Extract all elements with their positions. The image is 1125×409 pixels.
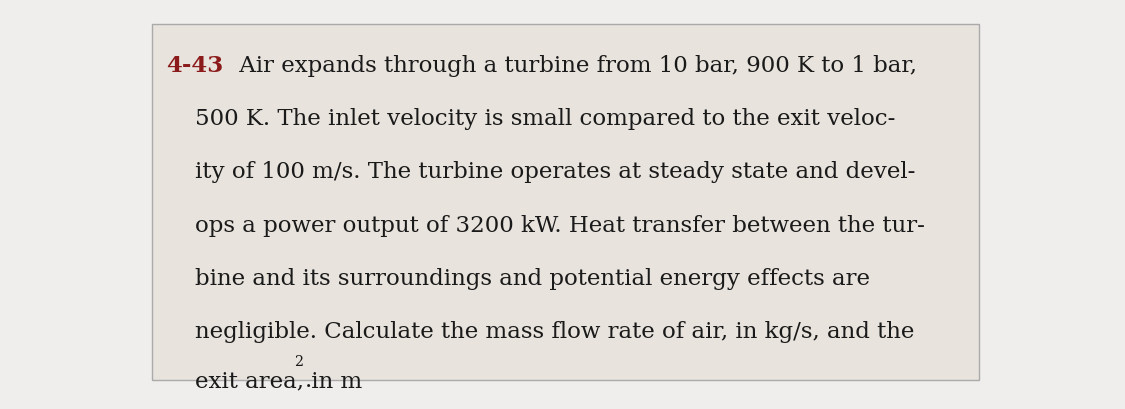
Text: bine and its surroundings and potential energy effects are: bine and its surroundings and potential … [166,267,871,289]
Text: .: . [305,370,312,391]
Text: Air expands through a turbine from 10 bar, 900 K to 1 bar,: Air expands through a turbine from 10 ba… [232,55,917,76]
FancyBboxPatch shape [152,25,979,380]
Text: ity of 100 m/s. The turbine operates at steady state and devel-: ity of 100 m/s. The turbine operates at … [166,161,916,183]
Text: ops a power output of 3200 kW. Heat transfer between the tur-: ops a power output of 3200 kW. Heat tran… [166,214,926,236]
Text: 4-43: 4-43 [166,55,224,76]
Text: 500 K. The inlet velocity is small compared to the exit veloc-: 500 K. The inlet velocity is small compa… [166,108,896,130]
Text: negligible. Calculate the mass flow rate of air, in kg/s, and the: negligible. Calculate the mass flow rate… [166,321,915,342]
Text: exit area, in m: exit area, in m [166,370,362,391]
Text: 2: 2 [294,354,303,368]
